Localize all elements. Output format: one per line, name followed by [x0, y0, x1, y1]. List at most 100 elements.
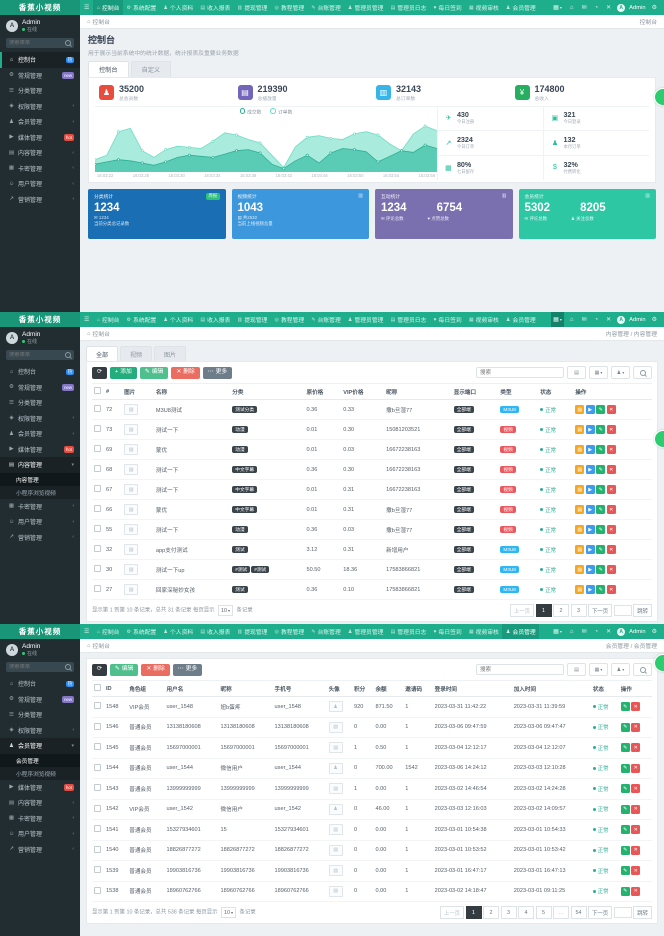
sidebar-item-内容管理[interactable]: ▤ 内容管理 ‹ — [0, 145, 80, 161]
delete-button[interactable]: ✕ — [631, 763, 641, 773]
sidebar-item-常规管理[interactable]: ⚙ 常规管理 new — [0, 692, 80, 708]
page-button-54[interactable]: 54 — [570, 906, 587, 919]
broken-image-icon[interactable]: ▨ — [328, 824, 343, 836]
broken-image-icon[interactable]: ▨ — [124, 564, 139, 575]
row-checkbox[interactable] — [94, 485, 101, 492]
nav-item-8[interactable]: ♟ 管理员管理 — [344, 0, 387, 15]
column-header[interactable]: 操作 — [618, 680, 652, 697]
fullscreen-close-icon[interactable]: ✕ — [606, 629, 612, 635]
delete-button[interactable]: ✕ — [631, 784, 641, 794]
edit-button[interactable]: ✎ 编辑 — [139, 366, 169, 379]
detail-button[interactable]: ▤ — [575, 405, 585, 414]
play-button[interactable]: ▶ — [585, 445, 595, 454]
select-all-checkbox[interactable] — [94, 387, 101, 394]
broken-image-icon[interactable]: ▨ — [328, 721, 343, 733]
detail-button[interactable]: ▤ — [575, 465, 585, 474]
avatar-upload-icon[interactable]: ♟ — [328, 701, 343, 713]
row-checkbox[interactable] — [94, 585, 101, 592]
table-row[interactable]: 72 ▨ M3U8测试 测试分类 0.36 0.33 撒b旦湿77 全部端 M3U8 正常 ▤ ▶ ✎ ✕ — [92, 399, 652, 420]
column-header[interactable]: 头像 — [326, 680, 352, 697]
row-checkbox[interactable] — [94, 866, 101, 874]
sidebar-item-卡密管理[interactable]: ▦ 卡密管理 ‹ — [0, 811, 80, 827]
play-button[interactable]: ▶ — [585, 405, 595, 414]
delete-button[interactable]: ✕ — [631, 845, 641, 855]
column-header[interactable]: 用户名 — [164, 680, 219, 697]
summary-card[interactable]: 互动统计 ▥ 1234 6754 ✉ 评论总数 ♥ 点赞总数 — [375, 188, 513, 239]
breadcrumb[interactable]: ⌂ 控制台 — [87, 642, 110, 651]
sidebar-profile[interactable]: A Admin 在线 — [0, 639, 80, 659]
edit-button[interactable]: ✎ — [620, 784, 630, 794]
table-row[interactable]: 1538 普通会员 18960762766 18960762766 1896076276… — [92, 881, 652, 902]
edit-button[interactable]: ✎ — [596, 525, 606, 534]
summary-card[interactable]: 视频统计 ▥ 1043 ▤ 共2532 当前上线视频总量 — [231, 188, 369, 239]
user-name[interactable]: Admin — [629, 316, 646, 323]
table-row[interactable]: 1548 VIP会员 user_1548 妞b蛋疼 user_1548 ♟ 920 871.5… — [92, 696, 652, 718]
avatar[interactable]: A — [617, 627, 626, 636]
nav-item-4[interactable]: ▤ 收入报表 — [197, 624, 234, 639]
refresh-button[interactable]: ⟳ — [92, 663, 107, 676]
delete-button[interactable]: ✕ — [631, 804, 641, 814]
detail-button[interactable]: ▤ — [575, 585, 585, 594]
sidebar-search[interactable] — [6, 350, 74, 360]
prev-page-button[interactable]: 上一页 — [439, 906, 465, 919]
detail-button[interactable]: ▤ — [575, 565, 585, 574]
broken-image-icon[interactable]: ▨ — [124, 484, 139, 495]
nav-item-12[interactable]: ♟ 会员管理 — [502, 312, 539, 327]
next-page-button[interactable]: 下一页 — [588, 604, 613, 617]
message-icon[interactable]: ✉ — [581, 317, 587, 323]
sidebar-item-内容管理[interactable]: ▤ 内容管理 ‹ — [0, 795, 80, 811]
jump-button[interactable]: 跳转 — [633, 604, 652, 617]
nav-item-9[interactable]: ▤ 管理员日志 — [387, 0, 430, 15]
sidebar-item-权限管理[interactable]: ◈ 权限管理 ‹ — [0, 99, 80, 115]
sidebar-search[interactable] — [6, 662, 74, 672]
sidebar-item-控制台[interactable]: ⌂ 控制台 热 — [0, 676, 80, 692]
nav-item-7[interactable]: ✎ 台账管理 — [308, 0, 345, 15]
delete-button[interactable]: ✕ — [606, 565, 616, 574]
table-row[interactable]: 1541 普通会员 15327934601 15 15327934601 ▨ 0 0.00 1 2… — [92, 819, 652, 841]
nav-item-3[interactable]: ♟ 个人资料 — [160, 624, 197, 639]
export-button[interactable]: ♟ ▾ — [611, 663, 630, 676]
detail-button[interactable]: ▤ — [575, 425, 585, 434]
sidebar-item-卡密管理[interactable]: ▦ 卡密管理 ‹ — [0, 161, 80, 177]
page-size-select[interactable]: 10 ▾ — [218, 605, 234, 616]
row-checkbox[interactable] — [94, 565, 101, 572]
page-button-3[interactable]: 3 — [570, 604, 587, 617]
sidebar-item-分类管理[interactable]: ☰ 分类管理 — [0, 707, 80, 723]
sidebar-item-用户管理[interactable]: ☺ 用户管理 ‹ — [0, 514, 80, 530]
column-header[interactable]: 类型 — [498, 383, 539, 400]
tab-图片[interactable]: 图片 — [154, 346, 187, 361]
summary-card[interactable]: 会员统计 ▥ 5302 8205 ✉ 评论总数 ♟ 关注总数 — [518, 188, 656, 239]
column-header[interactable]: # — [104, 383, 123, 400]
sidebar-item-卡密管理[interactable]: ▦ 卡密管理 ‹ — [0, 499, 80, 515]
nav-item-9[interactable]: ▤ 管理员日志 — [387, 312, 430, 327]
page-button-5[interactable]: 5 — [535, 906, 552, 919]
jump-button[interactable]: 跳转 — [633, 906, 652, 919]
broken-image-icon[interactable]: ▨ — [124, 504, 139, 515]
sidebar-subitem-会员管理[interactable]: 会员管理 — [0, 753, 80, 767]
breadcrumb[interactable]: ⌂ 控制台 — [87, 18, 110, 27]
message-icon[interactable]: ✉ — [581, 5, 587, 11]
table-row[interactable]: 1545 普通会员 15697000001 15697000001 1569700000… — [92, 737, 652, 759]
delete-button[interactable]: ✕ — [606, 425, 616, 434]
delete-button[interactable]: ✕ — [631, 886, 641, 896]
settings-icon[interactable]: ⚙ — [651, 629, 657, 635]
page-button-3[interactable]: 3 — [500, 906, 517, 919]
table-row[interactable]: 30 ▨ 测试一下up #测试 #测试 50.50 18.36 17583866821 全部端 M… — [92, 559, 652, 580]
edit-button[interactable]: ✎ — [596, 425, 606, 434]
nav-item-12[interactable]: ♟ 会员管理 — [502, 0, 539, 15]
detail-button[interactable]: ▤ — [575, 525, 585, 534]
column-header[interactable]: 加入时间 — [511, 680, 591, 697]
edit-button[interactable]: ✎ — [620, 866, 630, 876]
play-button[interactable]: ▶ — [585, 565, 595, 574]
row-checkbox[interactable] — [94, 702, 101, 710]
table-row[interactable]: 69 ▨ 蒙优 动漫 0.01 0.03 16672238163 全部端 视频 正常 ▤ ▶ ✎ ✕ — [92, 439, 652, 460]
edit-button[interactable]: ✎ — [620, 845, 630, 855]
nav-item-6[interactable]: ◎ 教程管理 — [271, 312, 308, 327]
table-row[interactable]: 67 ▨ 测试一下 中文字幕 0.01 0.31 16672238163 全部端 视频 正常 ▤ ▶ ✎… — [92, 479, 652, 500]
app-logo[interactable]: 香蕉小视频 — [0, 624, 80, 639]
edit-button[interactable]: ✎ — [620, 722, 630, 732]
delete-button[interactable]: ✕ — [631, 825, 641, 835]
nav-item-8[interactable]: ♟ 管理员管理 — [344, 312, 387, 327]
column-header[interactable]: 余额 — [373, 680, 404, 697]
row-checkbox[interactable] — [94, 825, 101, 833]
